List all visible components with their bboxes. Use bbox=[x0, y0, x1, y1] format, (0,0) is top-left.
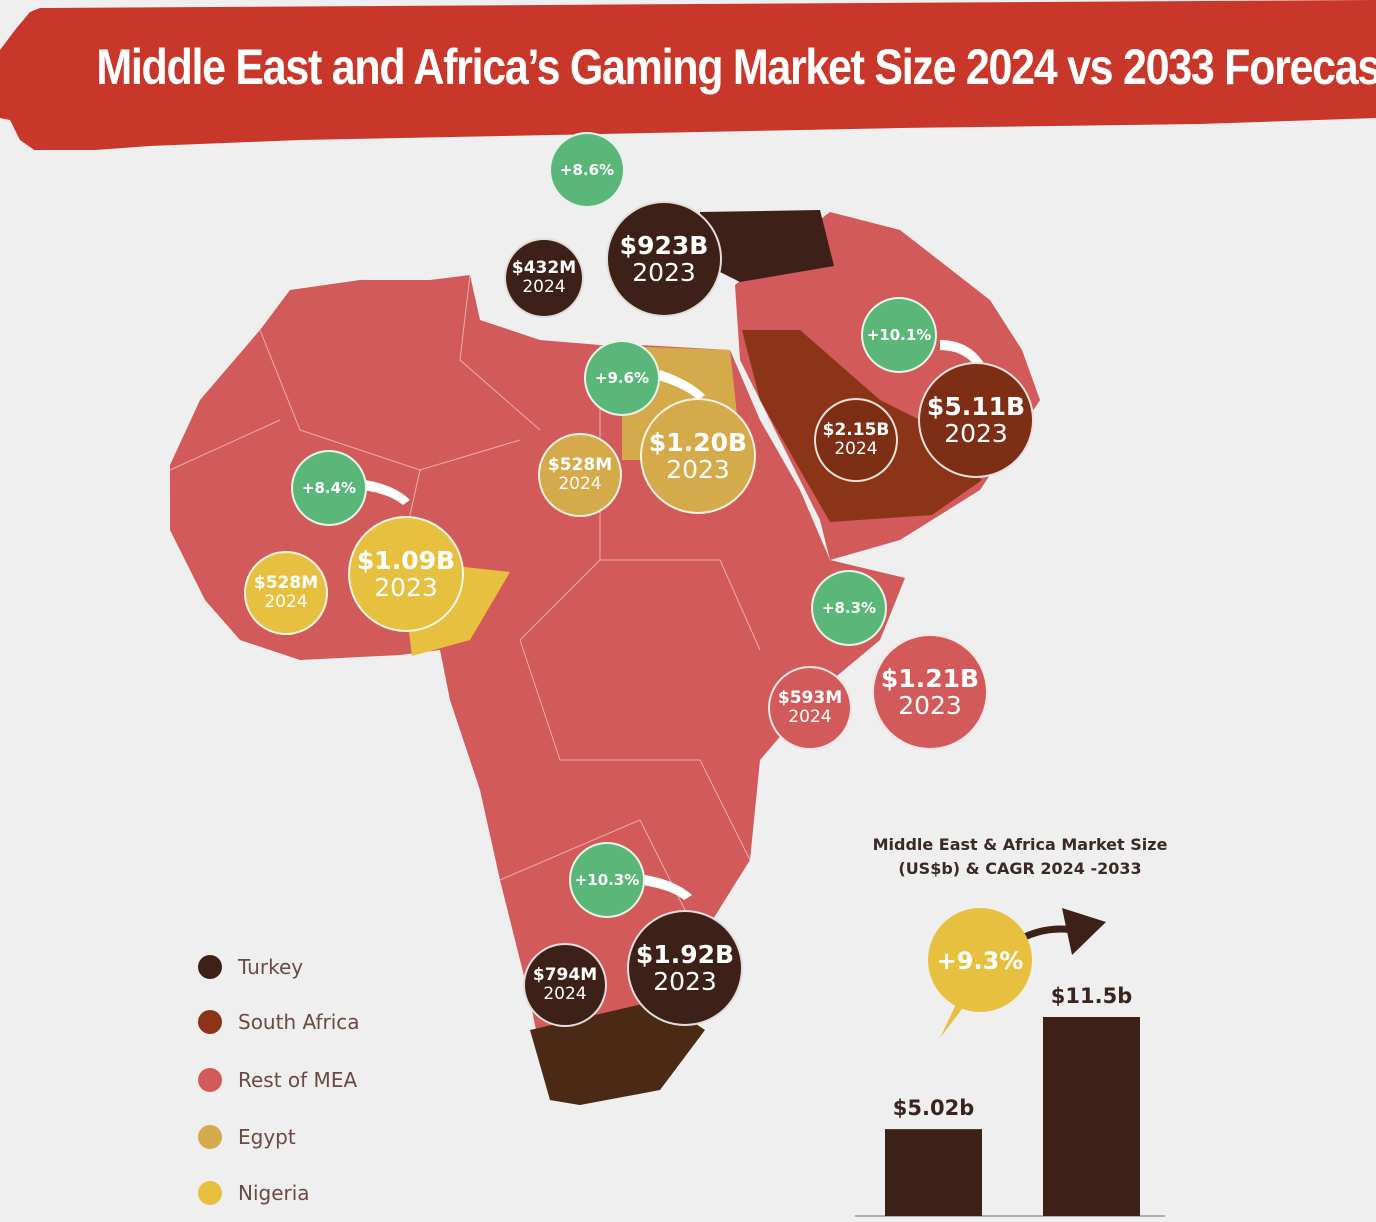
bubble-year: 2024 bbox=[788, 707, 832, 727]
bubble-year: 2024 bbox=[522, 277, 566, 297]
cagr-bubble: +10.1% bbox=[861, 297, 937, 373]
market-size-bubble: $432M 2024 bbox=[504, 238, 584, 318]
page-title: Middle East and Africa’s Gaming Market S… bbox=[96, 39, 1376, 95]
bubble-year: 2023 bbox=[374, 573, 438, 602]
bubble-value: +10.3% bbox=[574, 870, 640, 889]
legend-item-south-africa: South Africa bbox=[198, 1010, 360, 1034]
bubble-year: 2023 bbox=[632, 258, 696, 287]
bubble-value: +8.6% bbox=[559, 160, 615, 179]
cagr-bubble: +8.6% bbox=[549, 132, 625, 208]
bubble-value: $593M bbox=[777, 688, 843, 709]
bubble-value: $528M bbox=[253, 573, 319, 594]
bubble-year: 2024 bbox=[834, 439, 878, 459]
bubble-value: $528M bbox=[547, 455, 613, 476]
title-banner bbox=[0, 0, 1376, 150]
legend-swatch bbox=[198, 955, 222, 979]
market-size-bubble: $794M 2024 bbox=[523, 943, 607, 1027]
bubble-year: 2024 bbox=[543, 984, 587, 1004]
cagr-bubble: +10.3% bbox=[569, 842, 645, 918]
legend-swatch bbox=[198, 1181, 222, 1205]
market-size-bubble: $5.11B 2023 bbox=[918, 362, 1034, 478]
market-size-bubble: $593M 2024 bbox=[768, 666, 852, 750]
cagr-bubble: +8.4% bbox=[291, 450, 367, 526]
legend-item-nigeria: Nigeria bbox=[198, 1181, 310, 1205]
bubble-year: 2024 bbox=[264, 592, 308, 612]
region-south-africa bbox=[530, 1000, 705, 1105]
chart-title: Middle East & Africa Market Size (US$b) … bbox=[850, 833, 1190, 881]
chart-title-line-2: (US$b) & CAGR 2024 -2033 bbox=[898, 859, 1142, 878]
region-turkey bbox=[700, 210, 834, 282]
market-size-bubble: $528M 2024 bbox=[244, 551, 328, 635]
bubble-value: $432M bbox=[511, 258, 577, 279]
legend-label: Egypt bbox=[238, 1125, 296, 1149]
chart-title-line-1: Middle East & Africa Market Size bbox=[872, 835, 1168, 854]
bubble-value: $923B bbox=[619, 230, 709, 260]
bubble-value: +8.3% bbox=[821, 598, 877, 617]
bubble-value: $794M bbox=[532, 965, 598, 986]
legend-item-rest-of-mea: Rest of MEA bbox=[198, 1068, 357, 1092]
bubble-year: 2023 bbox=[898, 691, 962, 720]
legend-label: South Africa bbox=[238, 1010, 360, 1034]
legend-label: Nigeria bbox=[238, 1181, 310, 1205]
legend-item-turkey: Turkey bbox=[198, 955, 303, 979]
bubble-value: +10.1% bbox=[866, 325, 932, 344]
market-size-bubble: $1.92B 2023 bbox=[627, 910, 743, 1026]
legend-label: Rest of MEA bbox=[238, 1068, 358, 1092]
market-size-bubble: $528M 2024 bbox=[538, 433, 622, 517]
bubble-value: $1.21B bbox=[880, 663, 980, 693]
legend-item-egypt: Egypt bbox=[198, 1125, 296, 1149]
bubble-value: $2.15B bbox=[822, 420, 890, 441]
market-size-bubble: $923B 2023 bbox=[606, 201, 722, 317]
bubble-value: $1.92B bbox=[635, 939, 735, 969]
cagr-bubble: +8.3% bbox=[811, 570, 887, 646]
bubble-year: 2023 bbox=[653, 967, 717, 996]
bubble-value: $1.20B bbox=[648, 427, 748, 457]
market-size-bubble: $1.20B 2023 bbox=[640, 398, 756, 514]
legend-swatch bbox=[198, 1068, 222, 1092]
bubble-year: 2024 bbox=[558, 474, 602, 494]
legend-swatch bbox=[198, 1125, 222, 1149]
bubble-year: 2023 bbox=[944, 419, 1008, 448]
market-size-bubble: $1.21B 2023 bbox=[872, 634, 988, 750]
legend-label: Turkey bbox=[238, 955, 304, 979]
market-size-bubble: $2.15B 2024 bbox=[814, 398, 898, 482]
bubble-year: 2023 bbox=[666, 455, 730, 484]
bubble-value: +9.6% bbox=[594, 368, 650, 387]
market-size-bubble: $1.09B 2023 bbox=[348, 516, 464, 632]
cagr-bubble: +9.6% bbox=[584, 340, 660, 416]
bubble-value: $1.09B bbox=[356, 545, 456, 575]
legend-swatch bbox=[198, 1010, 222, 1034]
bubble-value: +8.4% bbox=[301, 478, 357, 497]
bubble-value: $5.11B bbox=[926, 391, 1026, 421]
